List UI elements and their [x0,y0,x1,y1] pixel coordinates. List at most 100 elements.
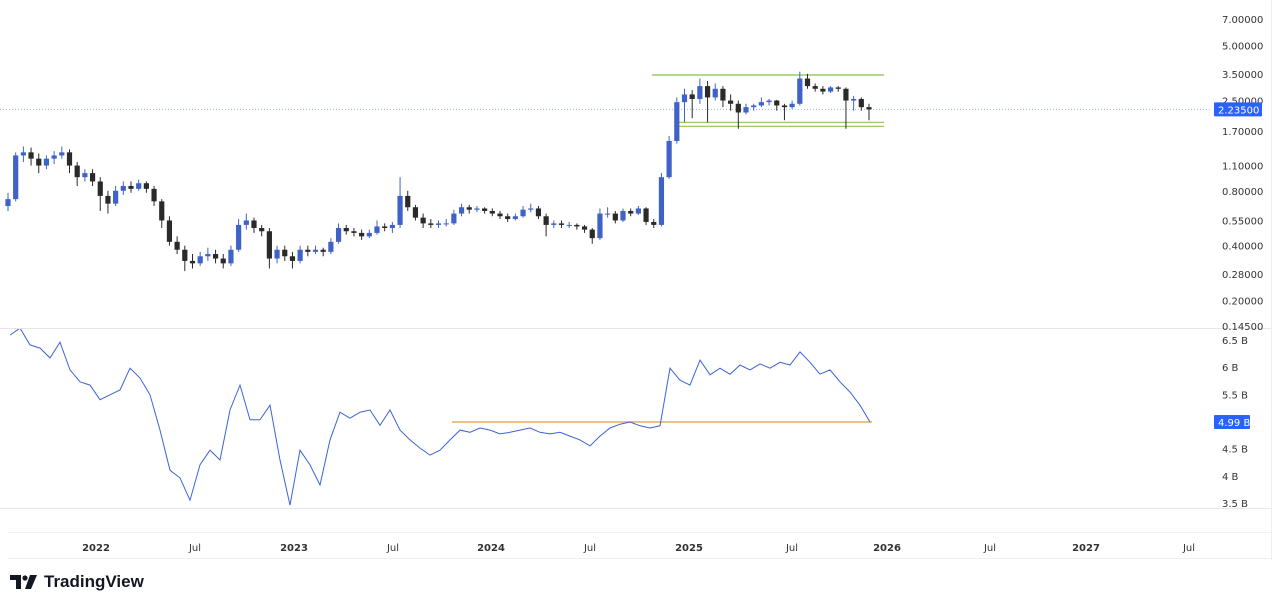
candle [205,247,211,261]
candle-body [820,88,826,92]
time-tick-label: Jul [983,543,996,554]
indicator-axis[interactable]: 6.5 B 6 B 5.5 B 4.5 B 4 B 3.5 B 4.99 B [1214,336,1250,510]
indicator-line [9,329,871,506]
time-tick-label: Jul [785,543,798,554]
candle-body [774,100,780,106]
candle-body [5,199,11,207]
price-tick-label: 5.00000 [1222,42,1263,53]
candle [512,213,518,221]
price-tick-label: 0.14500 [1222,322,1263,333]
candle-body [151,188,157,202]
candle-body [505,216,511,220]
last-value-label: 4.99 B [1218,418,1250,429]
price-axis[interactable]: 7.00000 5.00000 3.50000 2.50000 1.70000 1.100… [1214,15,1263,333]
candle [320,247,326,257]
candle-body [704,86,711,98]
candle-body [236,224,242,250]
time-axis[interactable]: 2022 Jul 2023 Jul 2024 Jul 2025 Jul 2026 Jul 2027 J… [82,543,1195,554]
time-tick-label: 2027 [1072,543,1100,554]
candle [389,221,395,233]
candle [113,185,119,207]
candle [574,223,580,230]
candle [97,177,103,211]
candle-body [128,185,134,189]
candle [428,219,434,229]
candle [497,210,503,220]
price-tick-label: 2.50000 [1222,97,1263,108]
candle [843,87,849,129]
candle [266,228,272,269]
candle [236,219,242,252]
candle-body [266,231,272,259]
candle [789,100,795,109]
candle [366,229,372,239]
candle-body [297,249,303,261]
candle [351,228,357,237]
tradingview-logo[interactable]: TradingView [10,572,144,592]
candle [858,97,864,111]
candle [297,245,303,264]
candle [458,203,465,217]
candle-body [697,86,703,99]
candle [543,213,549,237]
candle [628,208,634,217]
price-tick-label: 3.50000 [1222,70,1263,81]
tradingview-logo-icon [10,575,37,589]
candle-body [827,87,834,92]
candle [359,229,365,240]
candle [520,206,526,218]
candle [466,204,472,214]
candle-body [74,165,80,178]
candle-body [351,231,357,233]
candle [812,83,818,92]
candle-body [305,249,311,252]
price-tick-label: 1.70000 [1222,127,1263,138]
candle-body [497,213,503,217]
candle-body [628,210,634,214]
indicator-pane[interactable] [9,328,872,506]
candle-body [205,254,211,257]
time-tick-label: Jul [386,543,399,554]
candle [712,83,718,101]
candle-body [366,232,372,237]
candle [312,245,319,255]
candle [781,103,788,121]
candle [474,206,480,213]
candle-body [220,258,226,264]
candle [335,223,342,244]
candle [774,99,780,111]
candle-body [581,226,588,230]
candle-body [728,100,734,104]
candle-body [743,107,749,113]
candle-body [89,173,96,182]
candle [66,149,73,174]
candle [605,207,611,218]
tradingview-logo-text: TradingView [44,572,144,591]
candle [382,223,388,232]
candle-body [635,208,641,214]
candle [28,147,34,166]
candle [305,245,311,257]
time-tick-label: 2026 [873,543,901,554]
candle [589,228,595,244]
candle-body [20,152,26,156]
candle [343,224,349,235]
candle [612,210,618,224]
candle-body [374,226,380,233]
candle-body [274,249,280,259]
price-pane[interactable] [0,71,1212,272]
candle [651,219,657,229]
time-tick-label: 2024 [477,543,505,554]
candle [59,146,65,159]
candle-body [674,102,680,142]
candle-body [651,221,657,225]
candle [658,173,665,227]
candle [82,169,88,182]
candle [20,146,26,163]
candle-body [489,210,495,214]
candle-body [197,256,203,264]
candle [89,169,96,186]
candle-body [751,105,757,108]
candle [105,190,111,214]
